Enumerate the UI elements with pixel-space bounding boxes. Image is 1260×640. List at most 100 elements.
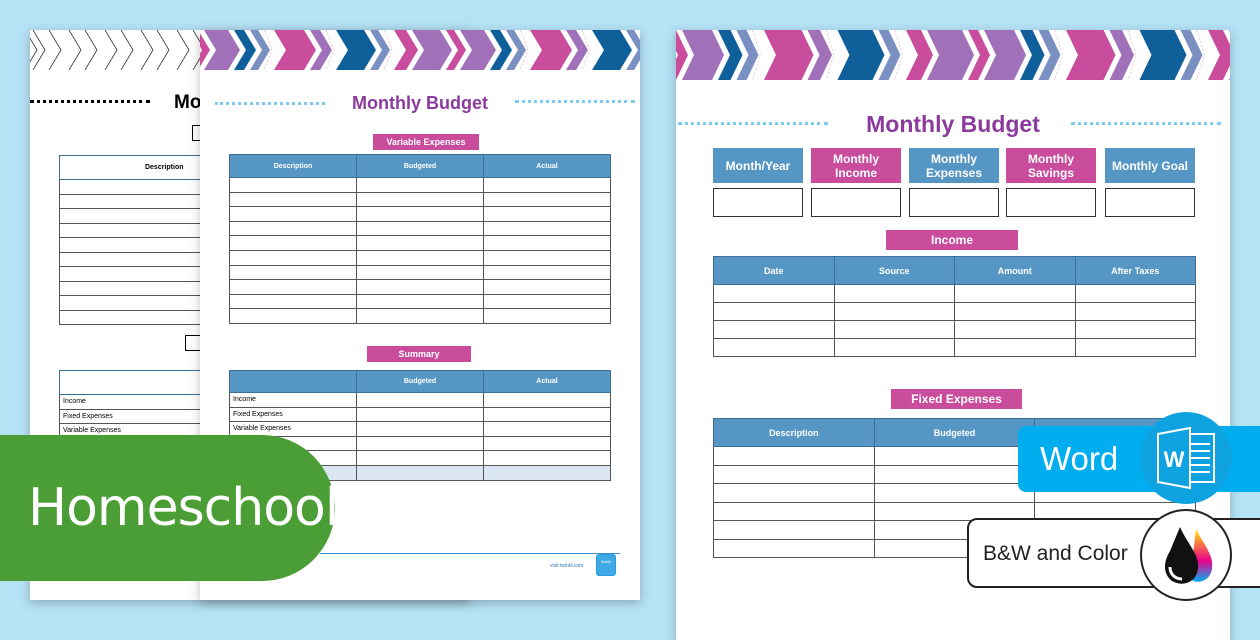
table-cell[interactable] (833, 284, 955, 303)
summary-box-input[interactable] (811, 188, 901, 217)
table-cell[interactable] (483, 249, 611, 266)
table-cell[interactable] (229, 177, 357, 193)
chevron (394, 30, 418, 70)
table-cell[interactable] (356, 177, 484, 193)
table-cell[interactable] (873, 464, 1036, 484)
table-cell[interactable] (483, 435, 611, 452)
page-title: Mo (174, 92, 202, 113)
table-cell[interactable] (713, 446, 875, 466)
table-cell[interactable] (1074, 320, 1196, 339)
table-cell[interactable] (1074, 302, 1196, 321)
table-cell[interactable] (229, 191, 357, 208)
table-cell[interactable]: Income (229, 392, 357, 408)
table-cell[interactable] (483, 191, 611, 208)
table-cell[interactable] (229, 279, 357, 295)
table-cell[interactable] (833, 320, 955, 339)
table-cell[interactable] (713, 320, 835, 339)
summary-box-input[interactable] (1006, 188, 1096, 217)
table-cell[interactable] (229, 293, 357, 310)
chevron (30, 37, 38, 63)
table-cell[interactable] (356, 264, 484, 281)
table-cell[interactable] (713, 501, 875, 521)
table-cell[interactable] (356, 435, 484, 452)
table-cell[interactable] (833, 338, 955, 357)
chevron (968, 30, 990, 80)
variable-expenses-label: Variable Expenses (373, 134, 479, 150)
table-cell[interactable] (833, 302, 955, 321)
table-cell[interactable] (483, 308, 611, 324)
table-cell[interactable] (356, 406, 484, 423)
table-cell[interactable] (356, 206, 484, 222)
table-cell[interactable] (713, 483, 875, 503)
chevron (764, 30, 814, 80)
table-cell[interactable] (483, 235, 611, 251)
table-cell[interactable] (954, 320, 1076, 339)
table-cell[interactable] (954, 284, 1076, 303)
table-cell[interactable] (713, 520, 875, 540)
table-cell[interactable] (483, 392, 611, 408)
table-row (229, 264, 611, 281)
table-cell[interactable] (873, 446, 1036, 466)
table-cell[interactable] (356, 293, 484, 310)
summary-box-label: Monthly Savings (1006, 148, 1096, 183)
table-cell[interactable] (483, 279, 611, 295)
table-cell[interactable] (229, 264, 357, 281)
table-cell[interactable] (713, 338, 835, 357)
table-cell[interactable] (483, 406, 611, 423)
table-cell[interactable] (1074, 338, 1196, 357)
chevron (984, 30, 1026, 80)
table-cell[interactable] (229, 249, 357, 266)
chevron (176, 30, 190, 70)
table-cell[interactable] (356, 421, 484, 437)
table-cell[interactable]: Fixed Expenses (229, 406, 357, 423)
table-cell[interactable] (483, 293, 611, 310)
table-cell[interactable] (356, 450, 484, 466)
table-cell[interactable] (483, 450, 611, 466)
column-header: Source (833, 256, 955, 285)
table-cell[interactable] (483, 206, 611, 222)
table-cell[interactable] (356, 191, 484, 208)
chevron-banner (200, 30, 640, 70)
table-cell[interactable] (954, 302, 1076, 321)
table-cell[interactable] (873, 483, 1036, 503)
table-cell[interactable] (229, 220, 357, 237)
table-row (229, 249, 611, 266)
table-row (229, 279, 611, 295)
homeschool-text: Homeschool (28, 478, 339, 538)
table-row (229, 308, 611, 324)
column-header: Budgeted (356, 154, 484, 178)
table-cell[interactable] (483, 421, 611, 437)
table-cell[interactable] (483, 264, 611, 281)
chevron (592, 30, 632, 70)
table-cell[interactable] (356, 308, 484, 324)
table-cell[interactable] (229, 308, 357, 324)
table-cell[interactable] (954, 338, 1076, 357)
summary-box-input[interactable] (909, 188, 999, 217)
table-cell[interactable] (356, 235, 484, 251)
table-cell[interactable] (483, 464, 611, 481)
table-cell[interactable] (229, 206, 357, 222)
table-cell[interactable] (356, 279, 484, 295)
footer-line (320, 553, 620, 554)
income-label: Income (886, 230, 1018, 250)
table-cell[interactable] (1074, 284, 1196, 303)
table-cell[interactable] (356, 392, 484, 408)
table-cell[interactable] (483, 177, 611, 193)
table-cell[interactable] (483, 220, 611, 237)
table-cell[interactable] (229, 235, 357, 251)
table-cell[interactable] (356, 464, 484, 481)
column-header: Description (229, 154, 357, 178)
table-cell[interactable] (356, 220, 484, 237)
table-cell[interactable] (713, 464, 875, 484)
table-cell[interactable] (356, 249, 484, 266)
table-cell[interactable] (713, 538, 875, 558)
table-row: Fixed Expenses (229, 406, 611, 423)
column-header: After Taxes (1074, 256, 1196, 285)
chevron (1139, 30, 1187, 80)
table-cell[interactable] (713, 284, 835, 303)
color-page-main: Monthly Budget Month/Year Monthly Income M… (676, 30, 1230, 640)
table-cell[interactable] (713, 302, 835, 321)
summary-box-input[interactable] (713, 188, 803, 217)
summary-box-input[interactable] (1105, 188, 1195, 217)
chevron (1109, 30, 1134, 80)
